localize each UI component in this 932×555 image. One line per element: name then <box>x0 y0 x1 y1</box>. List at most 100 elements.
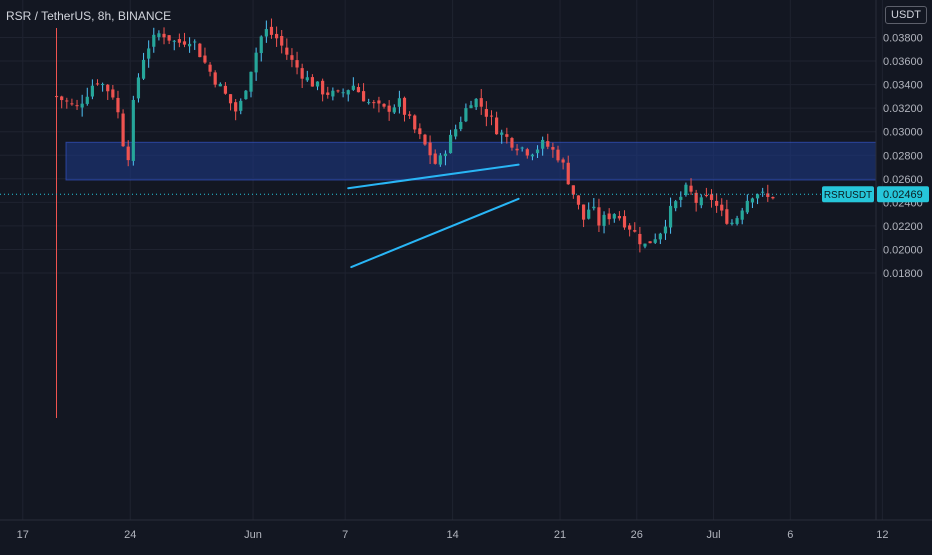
candle-body <box>101 84 105 86</box>
candle-body <box>351 85 355 90</box>
candle-body <box>576 195 581 205</box>
candle-body <box>85 96 89 104</box>
candle-body <box>387 105 391 112</box>
candle-body <box>740 210 744 220</box>
x-tick-label: 17 <box>17 529 29 541</box>
candle-body <box>157 33 161 38</box>
candle-body <box>326 92 330 95</box>
candle-body <box>167 35 171 41</box>
x-tick-label: Jun <box>244 529 262 541</box>
candle-body <box>535 149 540 154</box>
candle-body <box>80 103 84 108</box>
candle-body <box>438 155 442 165</box>
candle-body <box>305 77 309 81</box>
candle-body <box>203 55 207 63</box>
candle-body <box>755 194 760 199</box>
candle-body <box>346 90 350 95</box>
candle-body <box>315 81 320 87</box>
candle-body <box>704 195 708 197</box>
grid-layer <box>0 0 883 520</box>
candle-body <box>571 185 575 195</box>
x-tick-label: 26 <box>631 529 643 541</box>
support-zone <box>65 141 877 181</box>
y-tick-label: 0.03000 <box>883 127 923 139</box>
lower-trendline <box>350 197 520 269</box>
candle-body <box>121 113 125 147</box>
candle-body <box>597 207 601 226</box>
upper-trendline <box>347 163 520 190</box>
candle-body <box>152 34 156 47</box>
candle-body <box>234 102 238 112</box>
candle-body <box>479 98 483 107</box>
candle-body <box>658 233 662 240</box>
candle-body <box>126 146 130 161</box>
candle-body <box>182 41 187 45</box>
candle-body <box>617 215 622 219</box>
y-tick-label: 0.03800 <box>883 33 923 45</box>
candle-body <box>331 90 335 97</box>
candle-body <box>131 99 135 161</box>
x-tick-label: 21 <box>554 529 566 541</box>
candle-body <box>689 185 693 192</box>
candle-body <box>193 41 197 43</box>
candle-body <box>336 90 340 92</box>
candle-body <box>372 102 376 104</box>
candle-body <box>668 205 673 228</box>
candle-body <box>648 241 652 244</box>
candle-body <box>111 89 115 98</box>
candle-body <box>489 115 494 117</box>
candle-body <box>397 98 401 107</box>
candle-body <box>228 94 233 104</box>
candle-body <box>254 52 258 73</box>
candle-body <box>244 90 248 100</box>
candle-body <box>612 214 616 219</box>
candle-body <box>428 142 432 156</box>
candle-body <box>367 102 371 104</box>
candle-body <box>679 196 683 200</box>
candle-body <box>280 36 284 46</box>
candle-body <box>515 148 519 151</box>
candle-body <box>464 108 468 122</box>
candle-body <box>361 91 366 102</box>
candle-body <box>239 100 243 111</box>
candle-body <box>392 107 396 113</box>
candle-body <box>356 87 361 93</box>
candle-body <box>510 138 514 148</box>
candle-body <box>561 159 565 163</box>
candle-body <box>484 109 488 117</box>
zone-layer <box>65 141 877 181</box>
candle-body <box>274 33 279 39</box>
candle-body <box>106 84 110 92</box>
currency-button[interactable]: USDT <box>885 6 927 24</box>
candle-body <box>259 36 263 54</box>
candle-body <box>581 204 586 220</box>
x-tick-label: 14 <box>446 529 458 541</box>
candle-body <box>725 209 729 224</box>
candle-body <box>622 216 627 228</box>
x-tick-label: 24 <box>124 529 136 541</box>
candle-body <box>208 64 212 72</box>
candle-body <box>556 149 560 161</box>
y-tick-label: 0.02600 <box>883 174 923 186</box>
candle-body <box>269 26 274 35</box>
candle-body <box>136 77 141 99</box>
y-tick-label: 0.03200 <box>883 103 923 115</box>
candle-body <box>474 98 478 108</box>
candle-body <box>643 243 647 247</box>
candle-body <box>633 230 637 232</box>
candle-body <box>715 200 719 206</box>
candle-body <box>218 83 222 87</box>
candle-body <box>70 103 74 105</box>
candle-body <box>699 197 703 206</box>
candle-body <box>720 204 724 211</box>
candle-body <box>602 214 606 226</box>
symbol-tag-bg <box>822 186 874 203</box>
candle-body <box>408 114 412 116</box>
trend-layer <box>0 163 876 269</box>
candle-body <box>300 68 304 79</box>
chart-title: RSR / TetherUS, 8h, BINANCE <box>6 9 172 23</box>
candle-body <box>321 80 325 95</box>
candle-body <box>60 96 64 101</box>
